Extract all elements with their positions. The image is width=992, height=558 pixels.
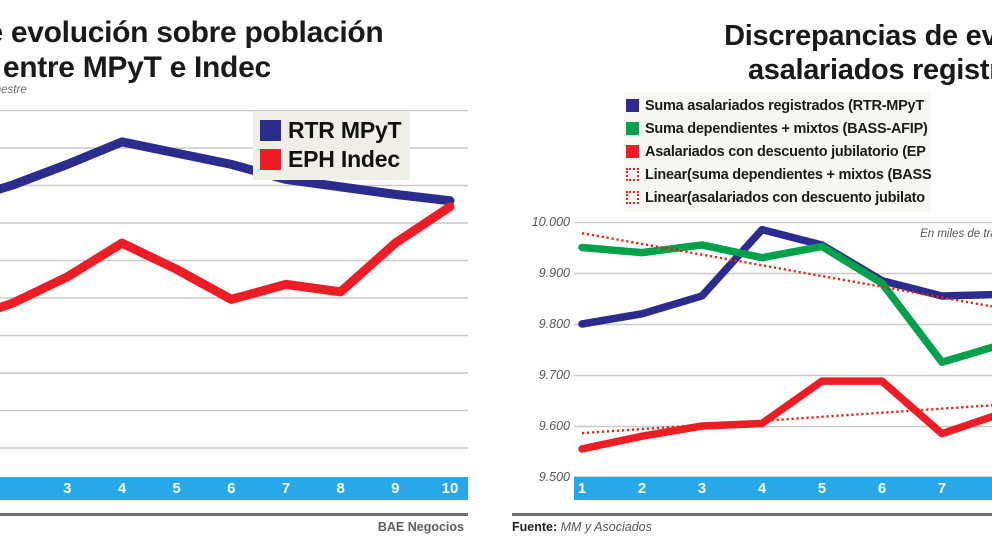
- left-chart-title: s de evolución sobre población ada entre…: [0, 16, 384, 86]
- legend-item-label: EPH Indec: [288, 146, 400, 172]
- right-chart-svg: [574, 222, 992, 477]
- right-title-line-1: Discrepancias de evolu: [724, 20, 992, 52]
- x-axis-tick-3: 3: [63, 480, 72, 497]
- series-line-eph-indec: [0, 202, 455, 313]
- right-chart-gridlines: [574, 222, 992, 477]
- legend-item: Asalariados con descuento jubilatorio (E…: [626, 140, 931, 163]
- legend-item-label: Asalariados con descuento jubilatorio (E…: [645, 143, 926, 160]
- left-chart-plot: [0, 110, 468, 485]
- right-chart-title: Discrepancias de evolu asalariados regis…: [622, 20, 992, 87]
- x-axis-tick-6: 6: [227, 480, 236, 497]
- legend-item-label: Linear(asalariados con descuento jubilat…: [645, 189, 925, 206]
- y-axis-tick-9700: 9.700: [538, 368, 570, 382]
- legend-dotted-swatch-icon: [626, 191, 639, 204]
- left-title-line-1: s de evolución sobre población: [0, 16, 384, 49]
- legend-color-swatch-icon: [260, 120, 281, 141]
- source-label: Fuente:: [512, 520, 558, 534]
- source-value: MM y Asociados: [560, 520, 652, 534]
- legend-color-swatch-icon: [260, 149, 281, 170]
- right-chart-panel: Discrepancias de evolu asalariados regis…: [504, 0, 992, 558]
- legend-item-label: Linear(suma dependientes + mixtos (BASS: [645, 166, 932, 183]
- series-line-asalariados-con-descuento-jubilatorio-ep: [578, 377, 992, 453]
- x-axis-tick-1: 1: [577, 480, 587, 497]
- legend-item: EPH Indec: [260, 145, 401, 174]
- left-panel-footer-rule: [0, 513, 468, 516]
- series-line-linear-asalariados-con-descuento-jubilato: [581, 404, 992, 435]
- x-axis-tick-5: 5: [817, 480, 827, 497]
- x-axis-tick-7: 7: [281, 480, 291, 497]
- x-axis-tick-4: 4: [117, 480, 127, 497]
- series-line-rtr-mpyt: [0, 137, 455, 206]
- legend-color-swatch-icon: [626, 99, 639, 112]
- legend-item: Linear(asalariados con descuento jubilat…: [626, 186, 931, 209]
- left-panel-credit: BAE Negocios: [377, 520, 464, 534]
- y-axis-tick-9900: 9.900: [538, 266, 570, 280]
- legend-item: RTR MPyT: [260, 116, 402, 145]
- legend-color-swatch-icon: [626, 145, 639, 158]
- right-panel-footer-rule: [512, 513, 992, 516]
- left-title-line-2: ada entre MPyT e Indec: [2, 50, 271, 84]
- legend-item: Suma dependientes + mixtos (BASS-AFIP): [626, 117, 931, 140]
- x-axis-tick-5: 5: [172, 480, 181, 497]
- x-axis-tick-9: 9: [391, 480, 400, 497]
- x-axis-tick-4: 4: [757, 480, 767, 497]
- legend-dotted-swatch-icon: [626, 168, 639, 181]
- right-panel-source: Fuente: MM y Asociados: [512, 520, 652, 534]
- left-chart-x-axis: 3 4 5 6 7 8 9 10: [0, 477, 468, 500]
- y-axis-tick-9800: 9.800: [538, 317, 570, 331]
- right-chart-legend: Suma asalariados registrados (RTR-MPyT Su…: [624, 92, 932, 212]
- legend-item: Suma asalariados registrados (RTR-MPyT: [626, 94, 931, 117]
- left-chart-series-group: [0, 137, 455, 313]
- y-axis-tick-9600: 9.600: [538, 419, 570, 433]
- series-line-suma-asalariados-registrados-rtr-mpyt: [578, 225, 992, 328]
- left-chart-legend: RTR MPyT EPH Indec: [253, 111, 411, 180]
- legend-item-label: Suma asalariados registrados (RTR-MPyT: [645, 97, 924, 114]
- x-axis-tick-2: 2: [637, 480, 647, 497]
- x-axis-tick-10: 10: [441, 480, 459, 497]
- left-chart-panel: s de evolución sobre población ada entre…: [0, 0, 472, 558]
- series-line-linear-suma-dependientes-mixtos-bass: [581, 232, 992, 308]
- left-chart-subtitle: trimestre: [0, 84, 27, 96]
- legend-item: Linear(suma dependientes + mixtos (BASS: [626, 163, 932, 186]
- right-title-line-2: asalariados registra: [747, 53, 992, 86]
- right-chart-x-axis: 12345678: [574, 477, 992, 500]
- series-line-suma-dependientes-mixtos-bass-afip-: [578, 241, 992, 366]
- x-axis-tick-7: 7: [937, 480, 947, 497]
- x-axis-tick-3: 3: [697, 480, 707, 497]
- legend-color-swatch-icon: [626, 122, 639, 135]
- y-axis-tick-10000: 10.000: [531, 215, 570, 229]
- right-chart-axis-note: En miles de tra.: [920, 228, 992, 240]
- x-axis-tick-6: 6: [877, 480, 887, 497]
- right-chart-y-axis-labels: 10.000 9.900 9.800 9.700 9.600 9.500: [512, 214, 570, 484]
- x-axis-tick-8: 8: [336, 480, 345, 497]
- y-axis-tick-9500: 9.500: [538, 470, 570, 484]
- right-chart-series-group: [578, 225, 992, 453]
- legend-item-label: RTR MPyT: [288, 117, 402, 143]
- right-chart-plot: [574, 222, 992, 477]
- legend-item-label: Suma dependientes + mixtos (BASS-AFIP): [645, 120, 928, 137]
- left-chart-svg: [0, 110, 468, 485]
